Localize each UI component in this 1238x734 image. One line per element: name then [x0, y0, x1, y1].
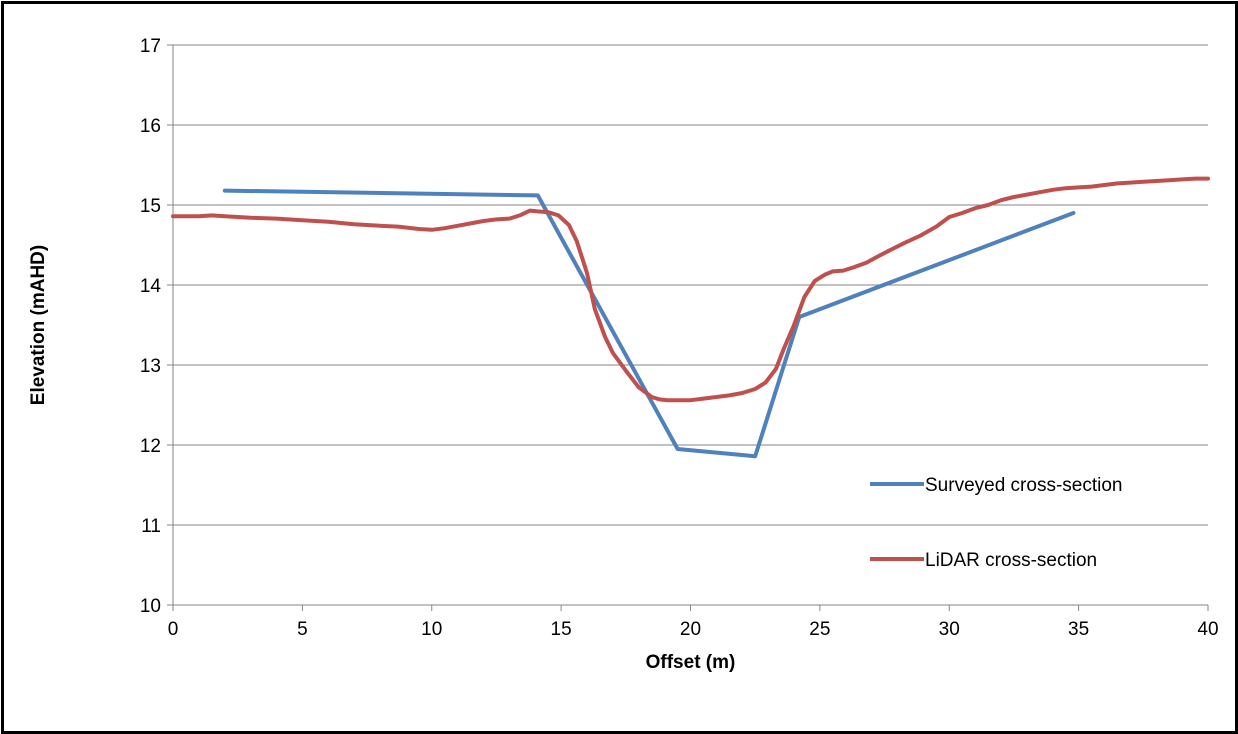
- x-tick-label: 0: [168, 619, 179, 640]
- series-lines: [171, 176, 1210, 459]
- axes: 10 11 12 13 14 15 16 17 0 5 10 15 20 25 30 35 40: [140, 36, 1219, 640]
- y-tick-label: 10: [140, 596, 161, 617]
- y-tick-label: 16: [140, 116, 161, 137]
- x-tick-label: 20: [680, 619, 701, 640]
- y-tick-label: 12: [140, 436, 161, 457]
- y-tick-label: 13: [140, 356, 161, 377]
- line-chart: 10 11 12 13 14 15 16 17 0 5 10 15 20 25 30 35 40 Surveye…: [28, 36, 1219, 673]
- x-tick-label: 30: [939, 619, 960, 640]
- x-tick-label: 5: [297, 619, 308, 640]
- y-tick-label: 14: [140, 276, 162, 297]
- y-tick-label: 15: [140, 196, 161, 217]
- x-tick-label: 40: [1197, 619, 1218, 640]
- y-axis-title: Elevation (mAHD): [28, 245, 49, 405]
- gridlines: [173, 44, 1208, 526]
- x-tick-label: 15: [551, 619, 572, 640]
- legend: Surveyed cross-section LiDAR cross-sectio…: [870, 475, 1122, 571]
- y-tick-label: 17: [140, 36, 161, 57]
- x-tick-label: 35: [1068, 619, 1089, 640]
- legend-label: LiDAR cross-section: [925, 550, 1097, 571]
- y-tick-label: 11: [141, 516, 161, 537]
- x-tick-label: 10: [421, 619, 442, 640]
- series-line-surveyed: [222, 188, 1076, 459]
- x-tick-label: 25: [809, 619, 830, 640]
- legend-label: Surveyed cross-section: [925, 475, 1122, 496]
- x-axis-title: Offset (m): [646, 652, 736, 673]
- series-line-lidar: [171, 176, 1210, 403]
